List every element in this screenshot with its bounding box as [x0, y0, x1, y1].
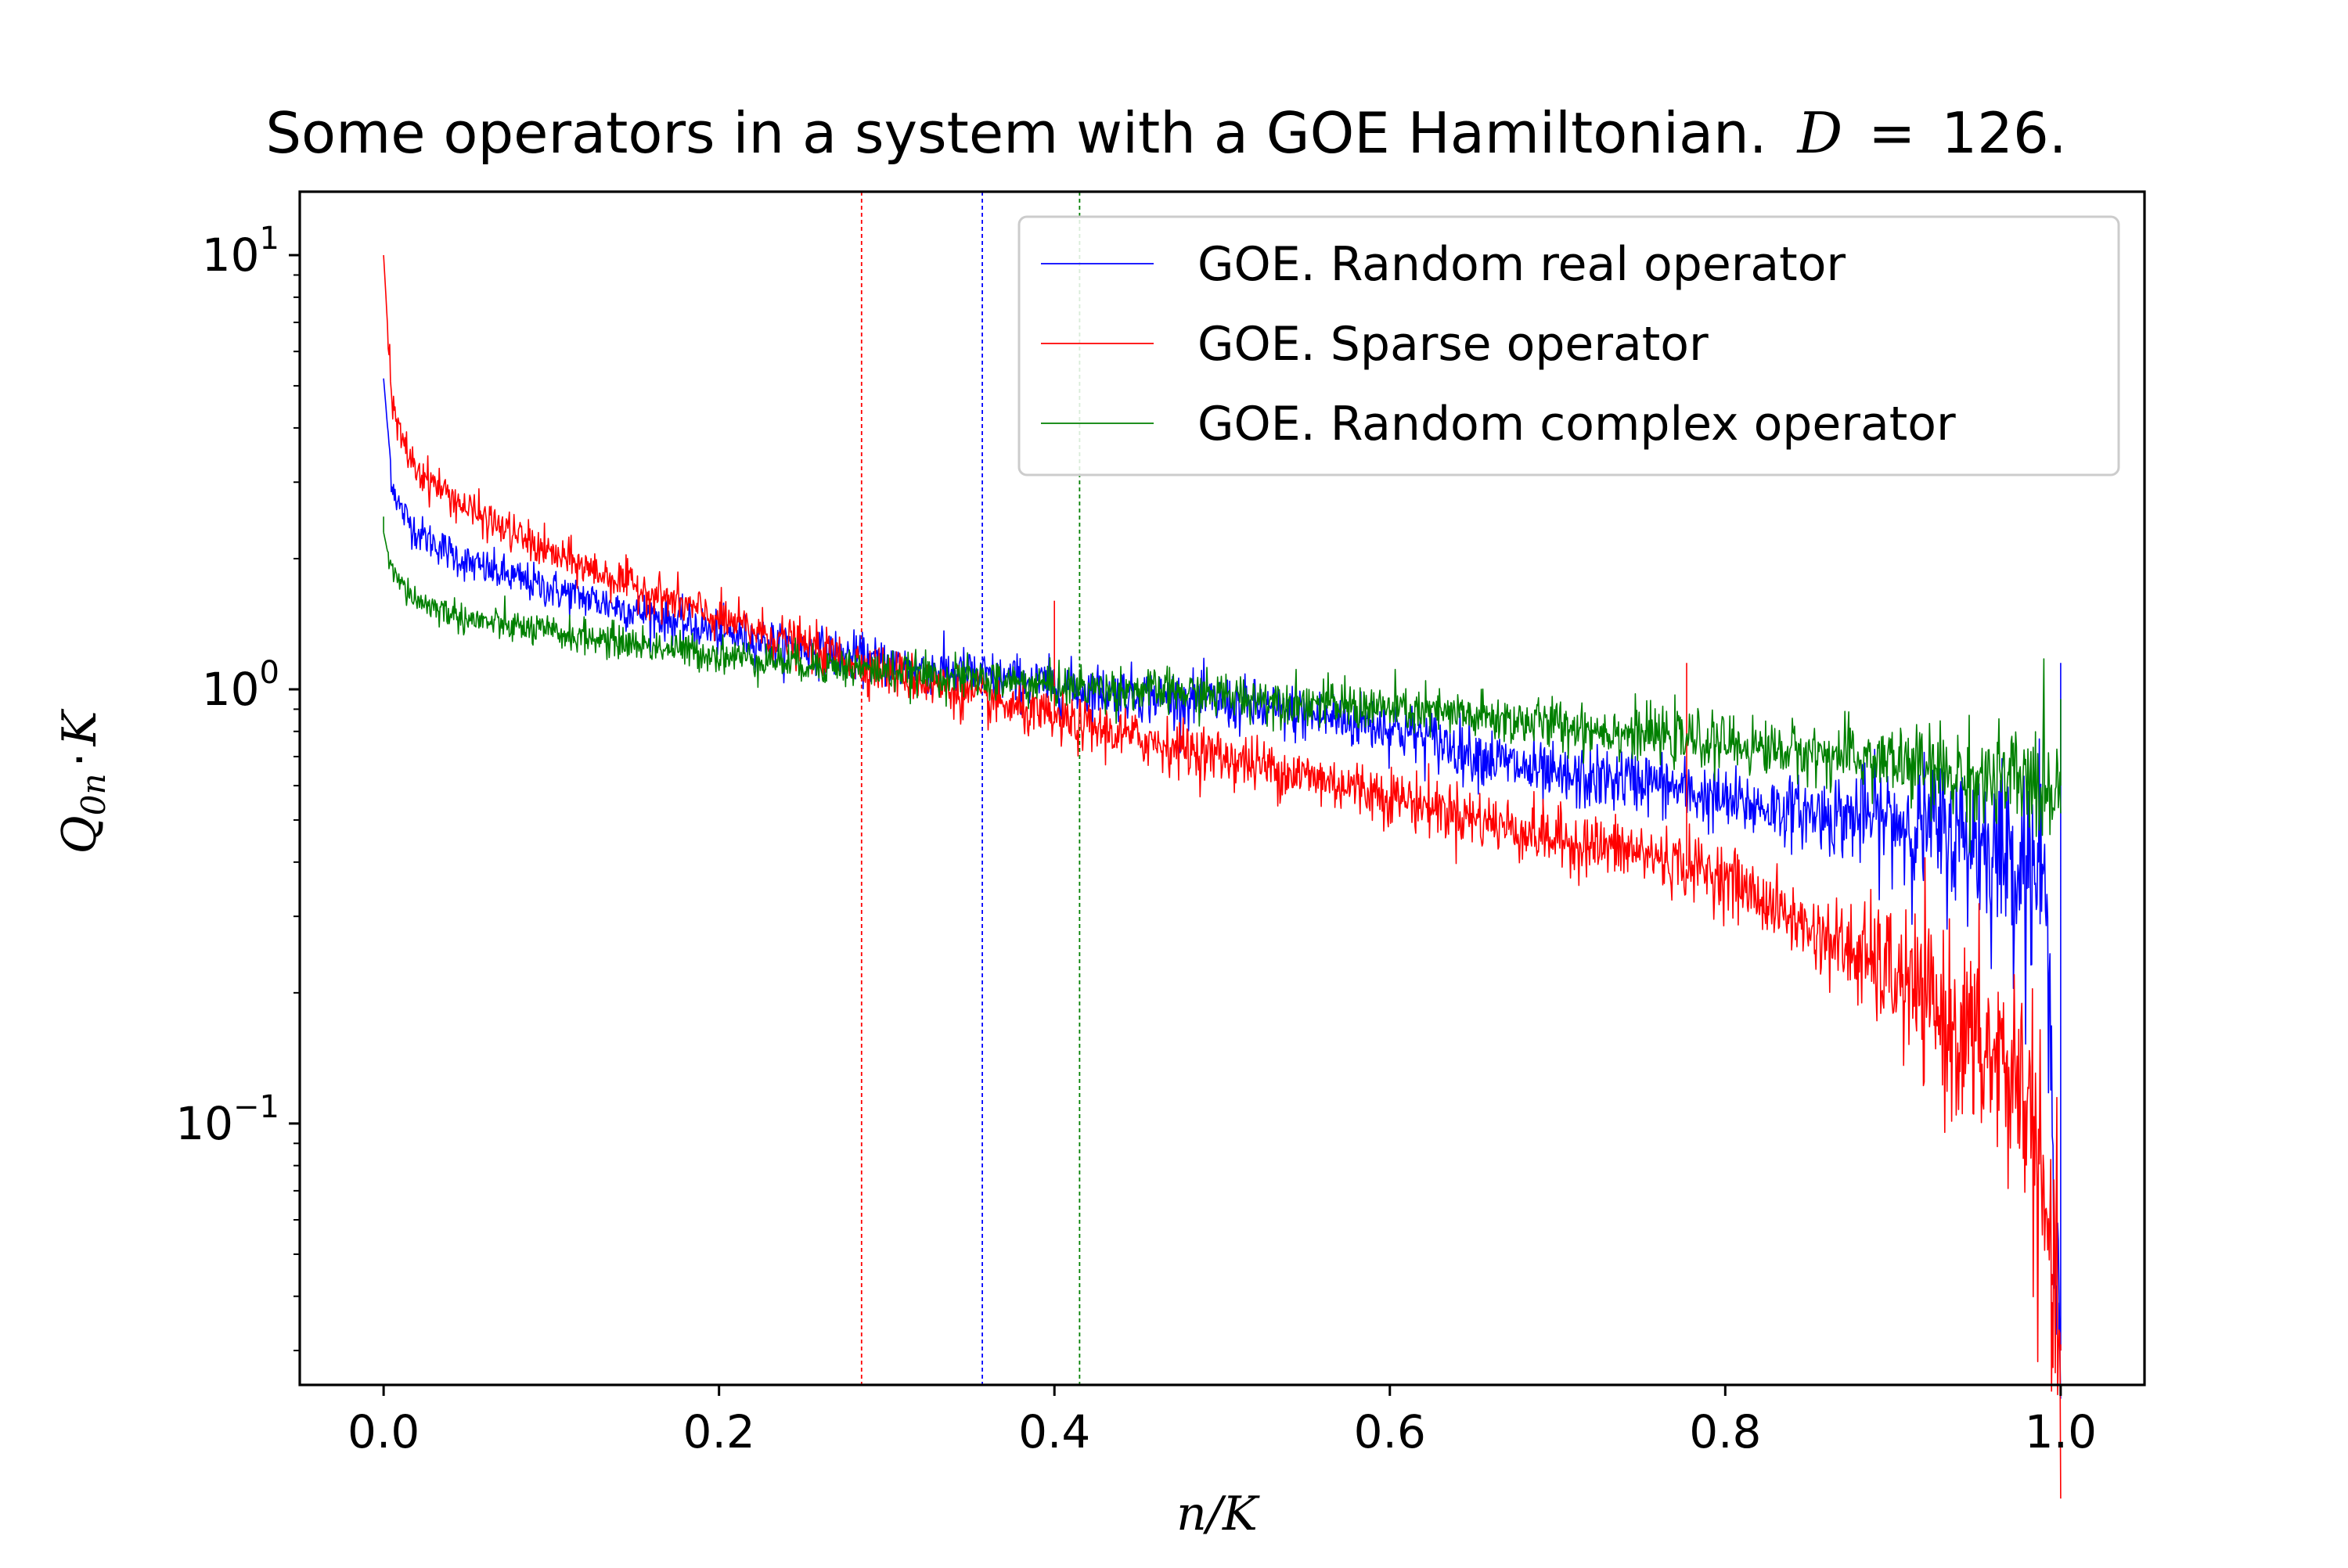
y-tick-label: 101 — [202, 221, 279, 282]
legend-label-3: GOE. Random complex operator — [1197, 397, 1956, 451]
y-axis: 10−1 100 101 — [175, 221, 300, 1352]
axes-frame — [298, 190, 2146, 1386]
legend-label-2: GOE. Sparse operator — [1197, 317, 1709, 372]
x-tick-label: 1.0 — [2025, 1405, 2097, 1458]
x-tick-label: 0.0 — [348, 1405, 420, 1458]
y-axis-label: Q0n·K — [52, 708, 113, 854]
legend-label-1: GOE. Random real operator — [1197, 237, 1846, 292]
legend-box — [1017, 215, 2120, 477]
series-2-line — [383, 255, 2062, 1499]
x-tick-label: 0.4 — [1018, 1405, 1090, 1458]
x-tick-label: 0.2 — [683, 1405, 755, 1458]
x-axis: 0.0 0.2 0.4 0.6 0.8 1.0 — [348, 1385, 2097, 1458]
x-tick-label: 0.6 — [1354, 1405, 1426, 1458]
y-tick-label: 10−1 — [175, 1089, 279, 1150]
series-3-line — [383, 516, 2062, 853]
chart-title: Some operators in a system with a GOE Ha… — [265, 100, 2066, 166]
y-tick-label: 100 — [202, 655, 279, 716]
x-axis-label: n/K — [1176, 1487, 1260, 1541]
legend: GOE. Random real operator GOE. Sparse ope… — [1017, 215, 2120, 477]
x-tick-label: 0.8 — [1689, 1405, 1761, 1458]
